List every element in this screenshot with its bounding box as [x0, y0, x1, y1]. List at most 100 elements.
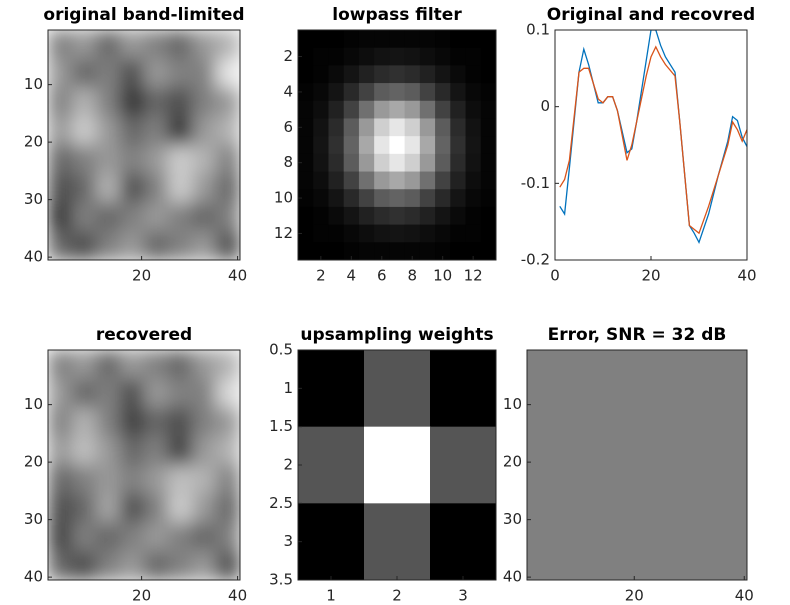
y-tick-label: -0.2	[521, 251, 550, 269]
pixel	[216, 407, 240, 437]
pixel	[144, 202, 169, 232]
pixel	[450, 153, 467, 173]
pixel	[72, 522, 97, 552]
pixel	[48, 116, 73, 146]
pixel	[435, 171, 451, 190]
pixel	[419, 206, 436, 226]
pixel	[450, 65, 467, 84]
pixel	[328, 100, 345, 119]
pixel	[358, 65, 375, 84]
pixel	[450, 47, 467, 66]
y-tick-label: 40	[24, 568, 43, 586]
pixel	[480, 83, 496, 102]
pixel	[374, 153, 390, 173]
y-tick-label: 0.1	[526, 21, 550, 39]
pixel	[120, 407, 145, 437]
pixel	[216, 30, 240, 60]
pixel	[144, 436, 169, 466]
pixel	[216, 202, 240, 232]
pixel	[216, 436, 240, 466]
pixel	[72, 407, 97, 437]
pixel	[48, 202, 73, 232]
pixel	[435, 153, 451, 173]
x-tick-label: 8	[407, 267, 417, 285]
pixel	[216, 378, 240, 408]
pixel	[313, 136, 329, 155]
pixel	[374, 206, 390, 226]
pixel	[168, 551, 193, 580]
pixel	[450, 224, 467, 243]
x-tick-label: 6	[377, 267, 387, 285]
pixel	[450, 100, 467, 119]
x-tick-label: 20	[641, 267, 660, 285]
pixel	[72, 58, 97, 88]
pixel	[144, 231, 169, 260]
pixel	[328, 242, 345, 260]
pixel	[120, 350, 145, 380]
pixel	[144, 58, 169, 88]
pixel	[313, 153, 329, 173]
pixel	[168, 202, 193, 232]
pixel	[637, 350, 747, 466]
pixel	[419, 83, 436, 102]
x-tick-label: 2	[392, 587, 402, 605]
pixel	[96, 493, 121, 523]
pixel	[404, 171, 421, 190]
pixel	[313, 65, 329, 84]
pixel	[404, 47, 421, 66]
pixel	[389, 47, 406, 66]
pixel	[192, 202, 217, 232]
pixel	[404, 30, 421, 49]
pixel	[72, 436, 97, 466]
pixel	[404, 65, 421, 84]
pixel	[419, 118, 436, 137]
pixel	[480, 224, 496, 243]
pixel	[48, 493, 73, 523]
axes-box	[526, 349, 748, 581]
y-tick-label: 20	[24, 133, 43, 151]
pixel	[192, 465, 217, 495]
pixel	[120, 522, 145, 552]
pixel	[465, 224, 482, 243]
pixel	[343, 100, 360, 119]
image	[298, 350, 496, 580]
pixel	[192, 551, 217, 580]
pixel	[480, 171, 496, 190]
pixel	[192, 493, 217, 523]
pixel	[389, 136, 406, 155]
y-tick-label: 2.5	[269, 494, 293, 512]
pixel	[430, 350, 496, 428]
pixel	[419, 65, 436, 84]
pixel	[328, 118, 345, 137]
pixel	[358, 153, 375, 173]
pixel	[313, 100, 329, 119]
x-tick-label: 12	[464, 267, 483, 285]
pixel	[96, 465, 121, 495]
pixel	[144, 378, 169, 408]
pixel	[48, 436, 73, 466]
pixel	[48, 30, 73, 60]
lines	[559, 30, 747, 245]
pixel	[144, 465, 169, 495]
image	[298, 30, 496, 260]
pixel	[298, 153, 314, 173]
pixel	[343, 118, 360, 137]
pixel	[48, 465, 73, 495]
y-tick-label: 40	[24, 248, 43, 266]
pixel	[313, 47, 329, 66]
pixel	[419, 47, 436, 66]
pixel	[72, 551, 97, 580]
pixel	[358, 118, 375, 137]
x-tick-label: 20	[132, 587, 151, 605]
pixel	[374, 118, 390, 137]
pixel	[192, 407, 217, 437]
pixel	[144, 173, 169, 203]
x-tick-label: 40	[737, 267, 756, 285]
y-tick-label: -0.1	[521, 174, 550, 192]
pixel	[358, 242, 375, 260]
pixel	[120, 145, 145, 175]
pixel	[450, 206, 467, 226]
pixel	[313, 118, 329, 137]
pixel	[168, 231, 193, 260]
pixel	[343, 153, 360, 173]
